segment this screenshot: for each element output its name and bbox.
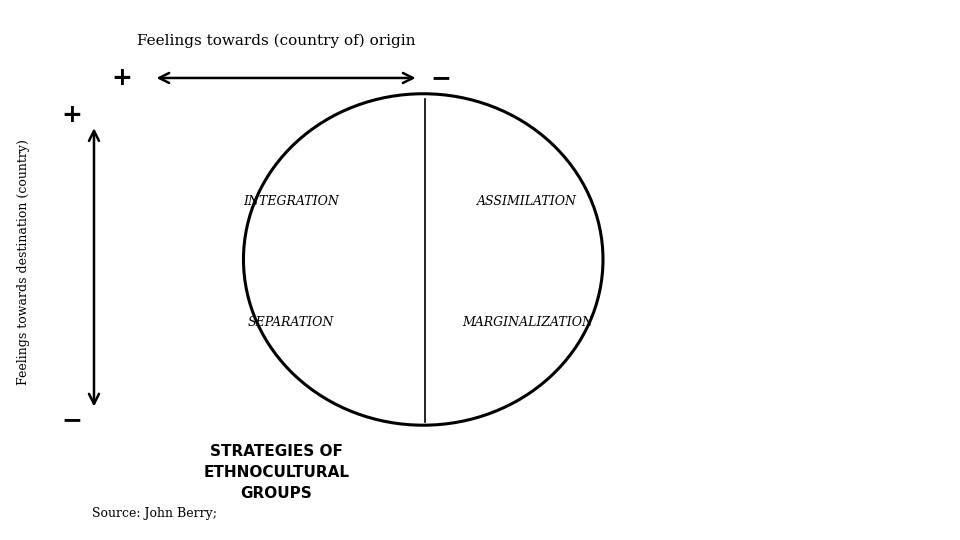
Text: INTEGRATION: INTEGRATION bbox=[243, 195, 339, 208]
Text: Source: John Berry;: Source: John Berry; bbox=[92, 507, 217, 519]
Text: +: + bbox=[111, 66, 132, 90]
Text: MARGINALIZATION: MARGINALIZATION bbox=[462, 316, 593, 329]
Text: +: + bbox=[61, 103, 83, 127]
Text: SEPARATION: SEPARATION bbox=[248, 316, 334, 329]
Text: −: − bbox=[431, 66, 452, 90]
Text: Feelings towards destination (country): Feelings towards destination (country) bbox=[17, 139, 31, 385]
Text: STRATEGIES OF
ETHNOCULTURAL
GROUPS: STRATEGIES OF ETHNOCULTURAL GROUPS bbox=[204, 444, 349, 501]
Text: ASSIMILATION: ASSIMILATION bbox=[477, 195, 577, 208]
Text: −: − bbox=[61, 408, 83, 432]
Text: Feelings towards (country of) origin: Feelings towards (country of) origin bbox=[137, 34, 416, 49]
